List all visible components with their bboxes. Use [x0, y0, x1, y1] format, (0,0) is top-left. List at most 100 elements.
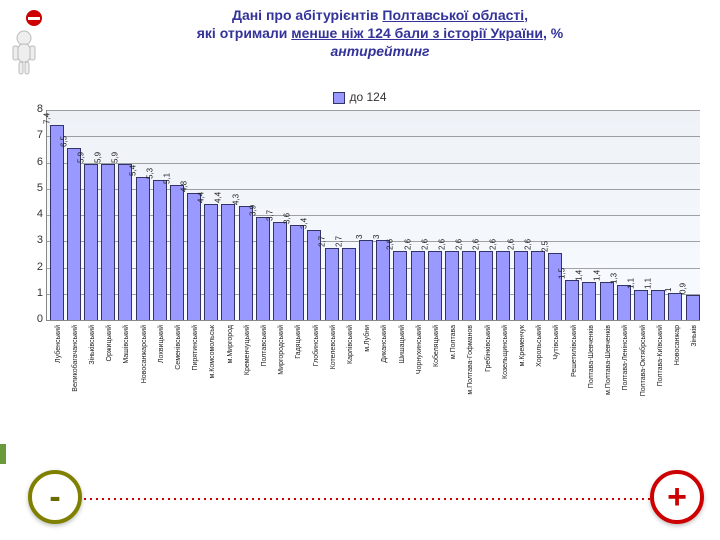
- y-tick: 6: [25, 156, 43, 168]
- x-category-label: м.Полтава-Гофманов: [467, 325, 474, 395]
- legend-swatch: [333, 92, 345, 104]
- title-line2b: менше ніж 124 бали з історії України: [291, 25, 543, 41]
- x-category-label: м.Миргород: [227, 325, 234, 363]
- slide-accent: [0, 444, 6, 464]
- x-category-label: Полтава-Шевченків: [588, 325, 595, 388]
- bar-value-label: 3,4: [300, 218, 309, 229]
- chart-title: Дані про абітурієнтів Полтавської област…: [60, 6, 700, 61]
- bar: 3: [359, 240, 373, 320]
- bar-value-label: 2,6: [403, 239, 412, 250]
- x-category-label: м.Кременчук: [519, 325, 526, 366]
- bar-value-label: 5,9: [76, 152, 85, 163]
- title-line2c: , %: [543, 25, 563, 41]
- legend-label: до 124: [349, 90, 386, 104]
- x-category-label: Чутівський: [553, 325, 560, 360]
- x-category-label: Полтава-Київський: [657, 325, 664, 386]
- bar-value-label: 1,5: [558, 268, 567, 279]
- bar-value-label: 4,4: [214, 191, 223, 202]
- bar-value-label: 2,6: [437, 239, 446, 250]
- x-category-label: Полтавський: [261, 325, 268, 367]
- bar: 3: [376, 240, 390, 320]
- bar: 2,6: [514, 251, 528, 320]
- bar-value-label: 2,7: [334, 236, 343, 247]
- y-tick: 0: [25, 313, 43, 325]
- bar: 1,5: [565, 280, 579, 320]
- title-line1c: ,: [524, 7, 528, 23]
- x-category-label: Зіньків: [691, 325, 698, 347]
- minus-badge: -: [28, 470, 82, 524]
- bar: 5,1: [170, 185, 184, 320]
- bar: 1: [668, 293, 682, 320]
- x-category-label: Великобагачанський: [72, 325, 79, 392]
- bar-value-label: 1,1: [644, 278, 653, 289]
- bar-value-label: 0,9: [678, 283, 687, 294]
- bar: 5,4: [136, 177, 150, 320]
- x-category-label: Полтава-Октябрський: [640, 325, 647, 396]
- bar-value-label: 4,4: [197, 191, 206, 202]
- x-category-label: Новосанжар: [674, 325, 681, 365]
- y-tick: 1: [25, 287, 43, 299]
- x-category-label: Хорольський: [536, 325, 543, 367]
- title-line2a: які отримали: [197, 25, 292, 41]
- bar: 3,7: [273, 222, 287, 320]
- bar: 2,6: [496, 251, 510, 320]
- title-line1b: Полтавської області: [382, 7, 524, 23]
- x-category-label: Шишацький: [399, 325, 406, 363]
- x-category-label: Козельщинський: [502, 325, 509, 379]
- bar-value-label: 3,9: [248, 205, 257, 216]
- bar: 3,6: [290, 225, 304, 321]
- person-stop-icon: [8, 8, 48, 78]
- bar-value-label: 5,9: [111, 152, 120, 163]
- bar-chart: до 124 7,46,55,95,95,95,45,35,14,84,44,4…: [20, 90, 700, 430]
- x-category-label: Котелевський: [330, 325, 337, 369]
- y-tick: 2: [25, 261, 43, 273]
- bar-value-label: 5,9: [94, 152, 103, 163]
- x-category-label: м.Комсомольськ: [209, 325, 216, 379]
- bar: 4,4: [221, 204, 235, 321]
- bar-value-label: 3: [355, 235, 364, 239]
- bar-value-label: 2,5: [540, 241, 549, 252]
- bar: 5,9: [101, 164, 115, 320]
- bar-value-label: 2,6: [506, 239, 515, 250]
- bar: 6,5: [67, 148, 81, 320]
- x-category-label: м.Полтава: [450, 325, 457, 359]
- bar-value-label: 1,3: [609, 273, 618, 284]
- bar: 2,6: [531, 251, 545, 320]
- bar-value-label: 1,1: [626, 278, 635, 289]
- bar-value-label: 1,4: [575, 270, 584, 281]
- x-category-label: Миргородський: [278, 325, 285, 375]
- bar-value-label: 2,6: [455, 239, 464, 250]
- bar-value-label: 3,6: [283, 212, 292, 223]
- bar-value-label: 2,6: [420, 239, 429, 250]
- x-category-label: Зіньківський: [89, 325, 96, 365]
- bar-value-label: 3: [372, 235, 381, 239]
- x-category-label: Семенівський: [175, 325, 182, 370]
- plot-area: 7,46,55,95,95,95,45,35,14,84,44,44,33,93…: [46, 110, 700, 321]
- bar-value-label: 5,1: [162, 173, 171, 184]
- bar-value-label: 2,6: [386, 239, 395, 250]
- bar-value-label: 7,4: [42, 113, 51, 124]
- bar: 5,9: [84, 164, 98, 320]
- x-category-label: Пирятинський: [192, 325, 199, 371]
- x-category-label: Чорнухинський: [416, 325, 423, 374]
- x-category-label: Оржицький: [106, 325, 113, 361]
- bar: 2,6: [411, 251, 425, 320]
- x-category-label: Полтава-Ленінський: [622, 325, 629, 391]
- bar-value-label: 5,3: [145, 168, 154, 179]
- bar: 1,1: [634, 290, 648, 320]
- x-category-label: Машівський: [123, 325, 130, 364]
- bar: 5,3: [153, 180, 167, 320]
- x-axis-labels: ЛубенськийВеликобагачанськийЗіньківський…: [46, 321, 700, 416]
- y-tick: 4: [25, 208, 43, 220]
- x-category-label: Кременчуцький: [244, 325, 251, 375]
- bar-value-label: 4,3: [231, 194, 240, 205]
- bar: 1,3: [617, 285, 631, 320]
- bar: 2,7: [325, 248, 339, 320]
- y-tick: 5: [25, 182, 43, 194]
- bar-value-label: 1: [664, 287, 673, 291]
- x-category-label: Новосанжарський: [141, 325, 148, 383]
- bar: 1,4: [582, 282, 596, 320]
- bar: 2,6: [445, 251, 459, 320]
- bar: 4,8: [187, 193, 201, 320]
- bar: 4,4: [204, 204, 218, 321]
